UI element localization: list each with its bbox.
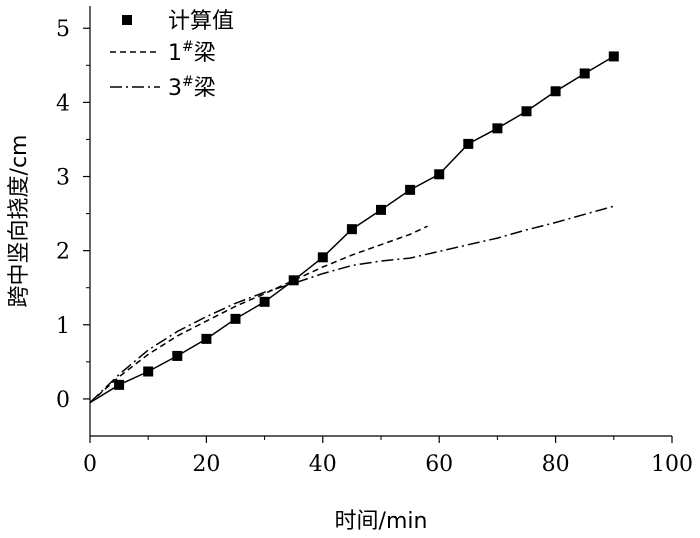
x-tick-label: 80 bbox=[542, 452, 570, 477]
data-point-marker bbox=[376, 204, 386, 215]
axes: 0 20 40 60 80 100 0 1 2 3 4 5 bbox=[56, 6, 693, 477]
data-point-marker bbox=[492, 123, 503, 134]
data-point-marker bbox=[434, 169, 445, 180]
x-axis-title: 时间/min bbox=[335, 509, 428, 534]
data-point-marker bbox=[288, 275, 299, 286]
data-point-marker bbox=[521, 106, 532, 117]
data-point-marker bbox=[230, 313, 241, 324]
x-tick-label: 100 bbox=[651, 452, 693, 477]
data-point-marker bbox=[405, 184, 416, 195]
data-point-marker bbox=[463, 138, 474, 149]
y-tick-label: 1 bbox=[56, 314, 70, 339]
series-line-3 bbox=[89, 205, 615, 404]
data-point-marker bbox=[579, 68, 590, 79]
legend: 计算值 1#梁 3#梁 bbox=[110, 9, 234, 101]
y-axis-title: 跨中竖向挠度/cm bbox=[7, 135, 32, 308]
y-tick-label: 2 bbox=[56, 240, 70, 265]
y-tick-label: 0 bbox=[56, 388, 70, 413]
data-point-marker bbox=[608, 51, 619, 62]
data-point-marker bbox=[114, 379, 125, 390]
x-tick-label: 60 bbox=[425, 452, 453, 477]
legend-label: 计算值 bbox=[168, 9, 234, 34]
data-point-marker bbox=[172, 350, 183, 361]
y-tick-label: 4 bbox=[56, 91, 70, 116]
data-point-marker bbox=[201, 333, 212, 344]
data-point-marker bbox=[346, 224, 357, 235]
legend-marker-square bbox=[122, 15, 132, 25]
data-point-marker bbox=[317, 252, 328, 263]
x-tick-label: 40 bbox=[309, 452, 337, 477]
legend-label: 1#梁 bbox=[168, 39, 216, 66]
y-tick-label: 5 bbox=[56, 17, 70, 42]
series-layer bbox=[89, 51, 619, 404]
data-point-marker bbox=[143, 366, 154, 377]
x-tick-label: 20 bbox=[192, 452, 220, 477]
data-point-marker bbox=[550, 86, 561, 97]
x-tick-label: 0 bbox=[83, 452, 97, 477]
series-line-2 bbox=[89, 225, 428, 404]
data-point-marker bbox=[259, 296, 270, 307]
y-tick-label: 3 bbox=[56, 166, 70, 191]
legend-label: 3#梁 bbox=[168, 74, 216, 101]
